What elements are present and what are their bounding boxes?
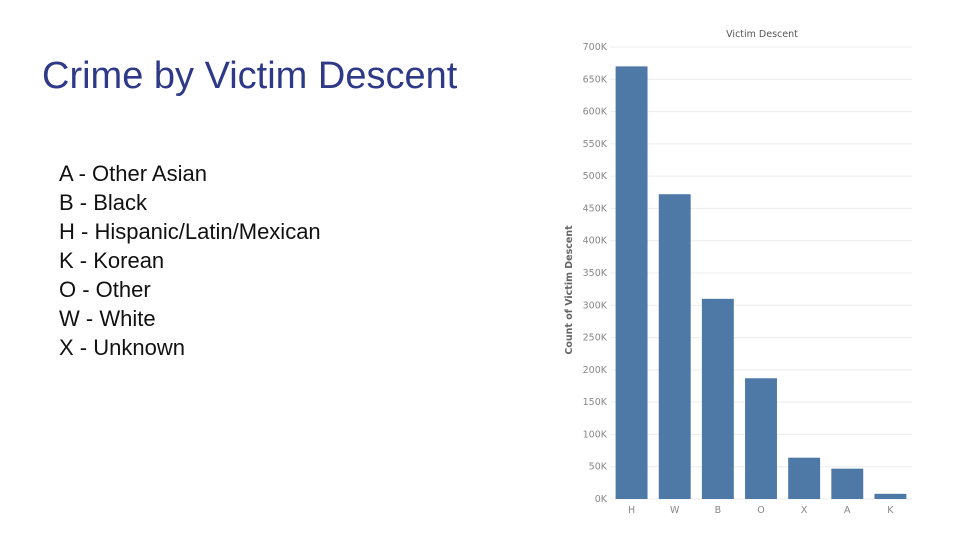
- y-tick-label: 400K: [583, 236, 608, 247]
- y-tick-label: 550K: [583, 139, 608, 150]
- y-tick-label: 700K: [583, 42, 608, 53]
- x-tick-label: K: [887, 505, 894, 516]
- y-tick-label: 150K: [583, 397, 608, 408]
- bar-x: [788, 457, 821, 499]
- descent-code-legend: A - Other Asian B - Black H - Hispanic/L…: [59, 159, 321, 362]
- y-tick-label: 200K: [583, 365, 608, 376]
- legend-item-k: K - Korean: [59, 248, 165, 273]
- bar-w: [658, 194, 691, 500]
- legend-item-a: A - Other Asian: [59, 161, 207, 186]
- x-tick-label: W: [670, 505, 680, 516]
- y-tick-label: 250K: [583, 333, 608, 344]
- legend-item-o: O - Other: [59, 277, 151, 302]
- legend-item-b: B - Black: [59, 190, 148, 215]
- bar-chart: Victim Descent Count of Victim Descent 0…: [564, 29, 912, 516]
- y-axis-ticks: 0K 50K 100K 150K 200K 250K 300K 350K 400K 450K 500…: [583, 42, 608, 505]
- y-tick-label: 100K: [583, 429, 608, 440]
- x-tick-label: O: [757, 505, 764, 516]
- y-tick-label: 300K: [583, 300, 608, 311]
- y-tick-label: 450K: [583, 203, 608, 214]
- y-axis-label: Count of Victim Descent: [564, 225, 575, 355]
- legend-item-x: X - Unknown: [59, 335, 185, 360]
- bar-b: [701, 298, 734, 499]
- bars: [615, 66, 907, 500]
- legend-item-w: W - White: [59, 306, 156, 331]
- x-tick-label: A: [844, 505, 851, 516]
- y-tick-label: 500K: [583, 171, 608, 182]
- y-tick-label: 0K: [595, 494, 608, 505]
- bar-o: [745, 378, 777, 499]
- chart-title: Victim Descent: [726, 29, 798, 40]
- y-tick-label: 350K: [583, 268, 608, 279]
- y-tick-label: 650K: [583, 74, 608, 85]
- legend-item-h: H - Hispanic/Latin/Mexican: [59, 219, 321, 244]
- bar-h: [615, 66, 648, 499]
- slide-title: Crime by Victim Descent: [42, 55, 458, 97]
- y-tick-label: 600K: [583, 107, 608, 118]
- x-tick-label: X: [801, 505, 808, 516]
- bar-a: [831, 468, 864, 499]
- x-tick-label: H: [628, 505, 635, 516]
- bar-k: [874, 493, 907, 499]
- y-tick-label: 50K: [589, 462, 608, 473]
- x-tick-label: B: [715, 505, 722, 516]
